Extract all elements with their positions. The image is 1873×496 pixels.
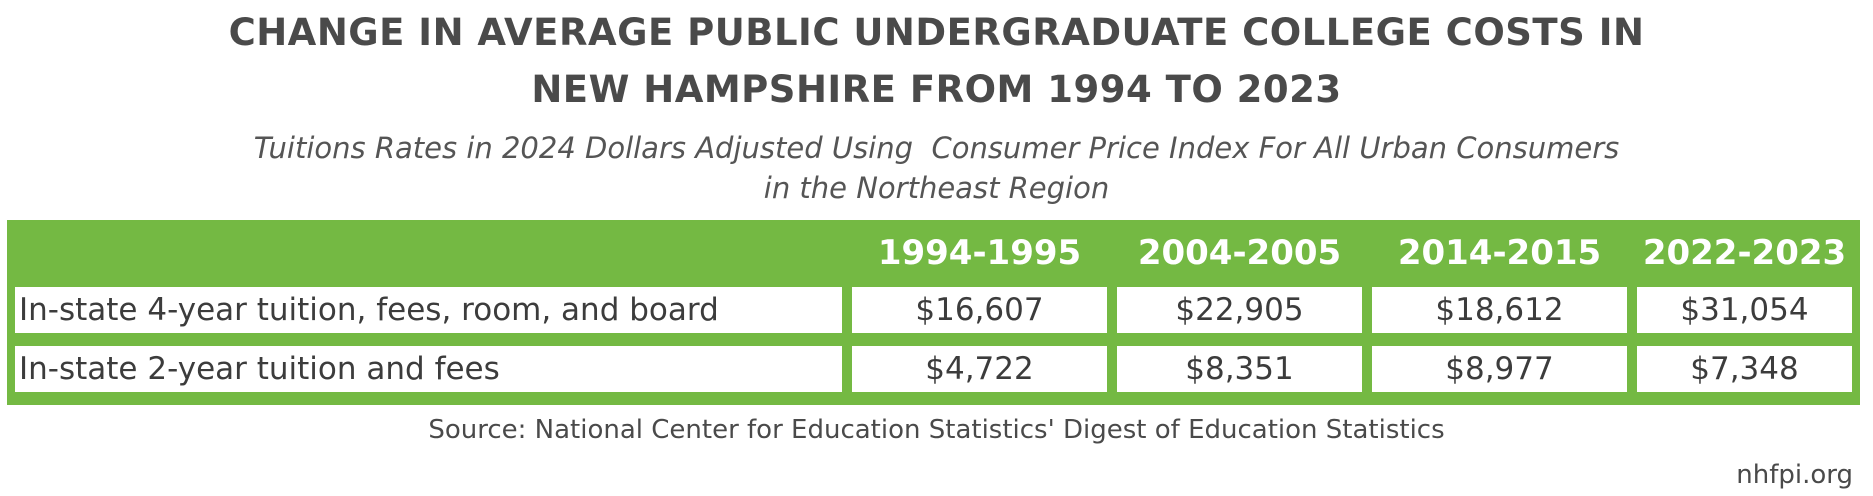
table-cell-2-year-2022-2023: $7,348 xyxy=(1637,346,1852,392)
table-row-label-2-year: In-state 2-year tuition and fees xyxy=(15,346,842,392)
cost-table: 1994-1995 2004-2005 2014-2015 2022-2023 … xyxy=(7,220,1860,405)
column-header-2004-2005: 2004-2005 xyxy=(1137,233,1342,273)
table-cell-4-year-2004-2005: $22,905 xyxy=(1117,287,1362,333)
table-cell-2-year-2004-2005: $8,351 xyxy=(1117,346,1362,392)
chart-title-line-2: NEW HAMPSHIRE FROM 1994 TO 2023 xyxy=(531,68,1342,111)
source-note: Source: National Center for Education St… xyxy=(428,415,1445,445)
table-cell-4-year-1994-1995: $16,607 xyxy=(852,287,1107,333)
table-cell-4-year-2022-2023: $31,054 xyxy=(1637,287,1852,333)
column-header-1994-1995: 1994-1995 xyxy=(877,233,1082,273)
chart-subtitle: Tuitions Rates in 2024 Dollars Adjusted … xyxy=(0,128,1873,208)
brand-url: nhfpi.org xyxy=(1736,460,1853,490)
table-cell-2-year-2014-2015: $8,977 xyxy=(1372,346,1627,392)
table-row-label-4-year: In-state 4-year tuition, fees, room, and… xyxy=(15,287,842,333)
column-header-2022-2023: 2022-2023 xyxy=(1642,233,1847,273)
chart-subtitle-line-2: in the Northeast Region xyxy=(763,171,1110,205)
column-header-2014-2015: 2014-2015 xyxy=(1397,233,1602,273)
chart-subtitle-line-1: Tuitions Rates in 2024 Dollars Adjusted … xyxy=(253,131,1620,165)
chart-title: CHANGE IN AVERAGE PUBLIC UNDERGRADUATE C… xyxy=(0,4,1873,118)
table-cell-4-year-2014-2015: $18,612 xyxy=(1372,287,1627,333)
chart-title-line-1: CHANGE IN AVERAGE PUBLIC UNDERGRADUATE C… xyxy=(228,11,1645,54)
table-cell-2-year-1994-1995: $4,722 xyxy=(852,346,1107,392)
